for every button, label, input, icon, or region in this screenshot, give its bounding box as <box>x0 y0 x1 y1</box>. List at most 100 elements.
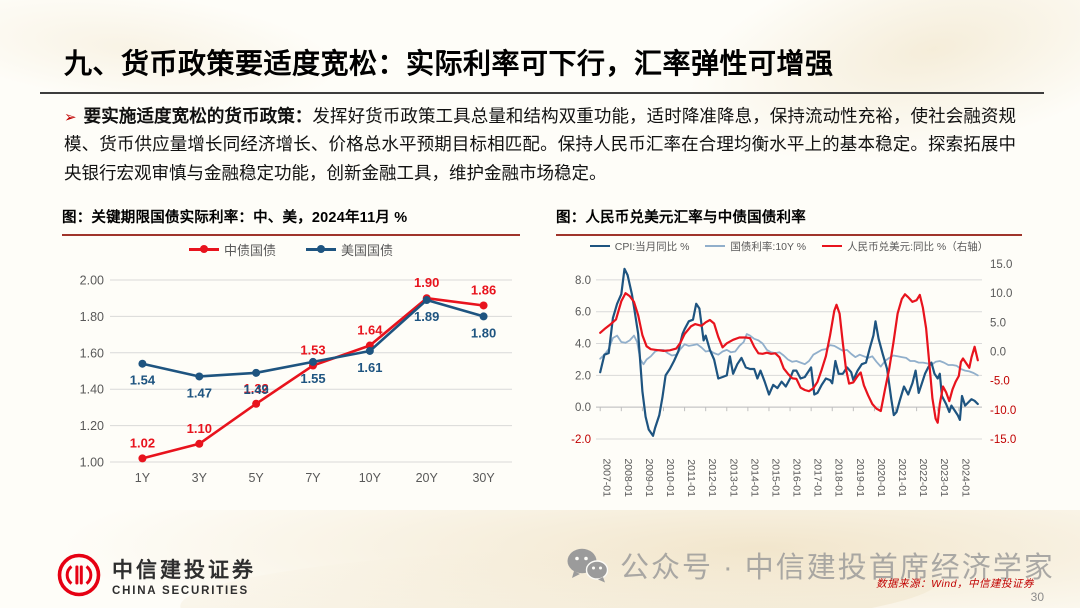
svg-text:1.00: 1.00 <box>80 456 104 470</box>
data-point <box>422 296 431 305</box>
svg-text:1.80: 1.80 <box>80 310 104 324</box>
svg-text:2020-01: 2020-01 <box>875 458 887 497</box>
legend-item: 中债国债 <box>188 240 276 259</box>
svg-text:2022-01: 2022-01 <box>917 458 929 497</box>
bullet-arrow-icon: ➢ <box>64 109 77 126</box>
svg-text:2017-01: 2017-01 <box>812 458 824 497</box>
svg-text:0.0: 0.0 <box>990 347 1006 359</box>
data-point <box>479 312 488 321</box>
bullet-body-text: 发挥好货币政策工具总量和结构双重功能，适时降准降息，保持流动性充裕，使社会融资规… <box>64 106 1017 183</box>
svg-text:1.53: 1.53 <box>300 343 325 358</box>
svg-text:1.86: 1.86 <box>471 282 496 297</box>
title-divider <box>40 92 1044 94</box>
brand-name-en: CHINA SECURITIES <box>112 584 249 597</box>
svg-text:3Y: 3Y <box>192 471 208 485</box>
svg-text:1.32: 1.32 <box>243 381 268 396</box>
data-point <box>195 372 204 381</box>
legend-label: 国债利率:10Y % <box>730 240 807 253</box>
svg-text:1.54: 1.54 <box>130 373 156 388</box>
data-point <box>252 399 261 408</box>
real-rate-chart-panel: 图：关键期限国债实际利率：中、美，2024年11月 % 中债国债 美国国债 2.0… <box>62 206 520 515</box>
svg-text:2012-01: 2012-01 <box>706 458 718 497</box>
policy-paragraph: ➢ 要实施适度宽松的货币政策：发挥好货币政策工具总量和结构双重功能，适时降准降息，… <box>64 102 1016 187</box>
svg-text:2018-01: 2018-01 <box>833 458 845 497</box>
data-point <box>365 346 374 355</box>
wechat-watermark: 公众号 · 中信建投首席经济学家 <box>566 544 1055 586</box>
svg-text:6.0: 6.0 <box>575 307 591 319</box>
svg-text:2024-01: 2024-01 <box>959 458 971 497</box>
left-chart-legend: 中债国债 美国国债 <box>62 236 520 262</box>
brand-block: 中信建投证券 CHINA SECURITIES <box>56 552 256 598</box>
svg-text:1.80: 1.80 <box>471 325 496 340</box>
svg-text:2011-01: 2011-01 <box>685 459 697 497</box>
data-point <box>195 439 204 448</box>
svg-text:1.49: 1.49 <box>243 382 268 397</box>
data-point <box>309 357 317 366</box>
legend-line-swatch <box>589 244 610 248</box>
legend-label: CPI:当月同比 % <box>614 240 690 253</box>
svg-text:2015-01: 2015-01 <box>769 458 781 497</box>
series-line-人民币兑美元:同比 %（右轴） <box>599 292 979 424</box>
svg-text:1.64: 1.64 <box>357 323 383 338</box>
brand-name-cn: 中信建投证券 <box>112 558 256 582</box>
right-chart-title: 图：人民币兑美元汇率与中债国债利率 <box>556 210 806 226</box>
svg-text:1.20: 1.20 <box>80 419 104 433</box>
svg-text:2.00: 2.00 <box>80 274 104 288</box>
legend-label: 人民币兑美元:同比 %（右轴） <box>847 240 989 253</box>
svg-text:1.60: 1.60 <box>80 346 104 360</box>
legend-item: 国债利率:10Y % <box>705 239 806 254</box>
svg-text:15.0: 15.0 <box>990 259 1012 271</box>
svg-text:10Y: 10Y <box>359 471 382 485</box>
svg-text:2008-01: 2008-01 <box>622 458 634 497</box>
svg-text:2007-01: 2007-01 <box>601 458 613 497</box>
legend-line-swatch <box>822 244 843 248</box>
svg-text:-15.0: -15.0 <box>990 434 1016 446</box>
svg-text:-10.0: -10.0 <box>990 405 1016 417</box>
svg-text:-2.0: -2.0 <box>571 434 591 446</box>
svg-text:1.61: 1.61 <box>357 360 382 375</box>
svg-text:2014-01: 2014-01 <box>748 458 760 497</box>
charts-row: 图：关键期限国债实际利率：中、美，2024年11月 % 中债国债 美国国债 2.0… <box>62 206 1022 515</box>
svg-text:2.0: 2.0 <box>575 370 591 382</box>
citic-logo-icon <box>57 553 101 597</box>
svg-text:30Y: 30Y <box>472 471 495 485</box>
svg-text:1.02: 1.02 <box>130 435 155 450</box>
data-point <box>252 368 261 377</box>
data-source-note: 数据来源：Wind，中信建投证券 <box>876 578 1034 590</box>
svg-text:4.0: 4.0 <box>575 339 591 351</box>
legend-item: 人民币兑美元:同比 %（右轴） <box>822 239 988 254</box>
right-chart-legend: CPI:当月同比 % 国债利率:10Y % 人民币兑美元:同比 %（右轴） <box>556 236 1022 256</box>
legend-line-swatch <box>306 245 336 253</box>
svg-text:2021-01: 2021-01 <box>896 458 908 497</box>
wechat-icon <box>567 548 608 583</box>
svg-text:2013-01: 2013-01 <box>727 458 739 497</box>
svg-text:8.0: 8.0 <box>575 275 591 287</box>
left-chart-title: 图：关键期限国债实际利率：中、美，2024年11月 % <box>62 210 408 226</box>
slide-title: 九、货币政策要适度宽松：实际利率可下行，汇率弹性可增强 <box>64 48 834 79</box>
svg-text:1Y: 1Y <box>135 471 151 485</box>
legend-item: 美国国债 <box>306 240 393 259</box>
legend-line-swatch <box>705 244 726 248</box>
legend-line-swatch <box>188 245 219 253</box>
svg-text:1.40: 1.40 <box>80 383 104 397</box>
bullet-lead-text: 要实施适度宽松的货币政策： <box>83 106 313 126</box>
right-chart-title-rule <box>556 234 1022 236</box>
svg-text:7Y: 7Y <box>305 471 321 485</box>
svg-text:5Y: 5Y <box>248 471 264 485</box>
brand-names: 中信建投证券 CHINA SECURITIES <box>112 554 256 597</box>
svg-text:10.0: 10.0 <box>990 288 1012 300</box>
svg-text:2009-01: 2009-01 <box>643 458 655 497</box>
svg-text:5.0: 5.0 <box>990 317 1006 329</box>
series-line-CPI:当月同比 % <box>599 267 979 437</box>
watermark-text: 公众号 · 中信建投首席经济学家 <box>620 552 1055 584</box>
data-point <box>479 301 488 310</box>
svg-text:2016-01: 2016-01 <box>791 458 803 497</box>
legend-item: CPI:当月同比 % <box>589 239 690 254</box>
legend-label: 中债国债 <box>223 242 276 258</box>
left-chart-canvas: 2.00 1.80 1.60 1.40 1.20 1.00 1Y 3Y 5Y 7Y 10Y 20Y 30… <box>80 274 512 485</box>
svg-text:1.90: 1.90 <box>414 275 439 290</box>
legend-marker-dot <box>317 245 325 253</box>
left-chart-title-rule <box>62 234 520 236</box>
svg-text:2010-01: 2010-01 <box>664 458 676 497</box>
